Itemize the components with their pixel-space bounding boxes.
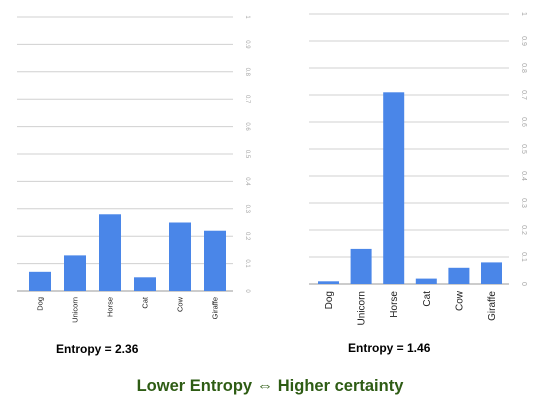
right-y-tick-label: 0 xyxy=(520,282,527,286)
right-bar-chart: 0 0.1 0.2 0.3 0.4 0.5 0.6 0.7 0.8 0.9 1 Dog Unicorn H… xyxy=(309,12,527,325)
right-entropy-caption: Entropy = 1.46 xyxy=(348,341,431,355)
right-bar-horse xyxy=(383,92,405,284)
right-bar-cat xyxy=(415,278,437,284)
left-y-tick-label: 0.9 xyxy=(244,40,250,49)
right-y-tick-label: 0.4 xyxy=(520,171,527,181)
left-y-tick-label: 0.4 xyxy=(244,177,250,186)
left-y-tick-label: 0.8 xyxy=(244,68,250,77)
right-y-tick-label: 0.8 xyxy=(520,63,527,73)
left-entropy-caption: Entropy = 2.36 xyxy=(56,342,139,356)
left-bar-giraffe xyxy=(204,230,226,291)
right-y-tick-label: 0.5 xyxy=(520,144,527,154)
left-bar-dog xyxy=(29,271,51,291)
right-y-tick-label: 0.9 xyxy=(520,36,527,46)
right-y-tick-label: 0.2 xyxy=(520,225,527,235)
right-category-label-giraffe: Giraffe xyxy=(487,291,498,321)
right-y-tick-label: 0.6 xyxy=(520,117,527,127)
left-bar-chart: 0 0.1 0.2 0.3 0.4 0.5 0.6 0.7 0.8 0.9 1 Dog Unicorn H… xyxy=(17,15,250,323)
left-y-tick-label: 0.5 xyxy=(244,150,250,159)
left-y-tick-label: 0.6 xyxy=(244,122,250,131)
right-category-label-dog: Dog xyxy=(324,291,335,309)
left-bar-cow xyxy=(169,222,191,291)
left-bar-cat xyxy=(134,277,156,291)
right-category-label-cow: Cow xyxy=(454,290,465,311)
left-category-label-horse: Horse xyxy=(106,297,115,317)
left-bar-unicorn xyxy=(64,255,86,291)
left-category-label-giraffe: Giraffe xyxy=(211,297,220,319)
left-category-label-cat: Cat xyxy=(141,296,150,309)
right-y-tick-label: 0.1 xyxy=(520,252,527,262)
right-y-tick-label: 0.7 xyxy=(520,90,527,100)
right-category-label-horse: Horse xyxy=(389,291,400,318)
right-y-tick-label: 1 xyxy=(520,12,527,16)
right-bar-dog xyxy=(318,281,339,284)
left-y-tick-label: 0.1 xyxy=(244,259,250,268)
right-category-label-cat: Cat xyxy=(422,291,433,307)
left-category-label-cow: Cow xyxy=(176,296,185,312)
left-y-tick-label: 0.7 xyxy=(244,95,250,104)
footer-caption: Lower Entropy ⇔ Higher certainty xyxy=(136,377,404,395)
left-y-tick-label: 1 xyxy=(244,15,250,19)
right-bar-unicorn xyxy=(350,248,372,284)
left-y-tick-label: 0 xyxy=(244,289,250,293)
left-bar-horse xyxy=(99,214,121,291)
left-y-tick-label: 0.3 xyxy=(244,205,250,214)
right-bar-giraffe xyxy=(481,262,502,284)
left-category-label-dog: Dog xyxy=(36,297,45,311)
right-category-label-unicorn: Unicorn xyxy=(357,291,368,325)
left-category-label-unicorn: Unicorn xyxy=(71,297,80,323)
right-y-tick-label: 0.3 xyxy=(520,198,527,208)
right-bar-cow xyxy=(448,267,470,284)
left-y-tick-label: 0.2 xyxy=(244,232,250,241)
